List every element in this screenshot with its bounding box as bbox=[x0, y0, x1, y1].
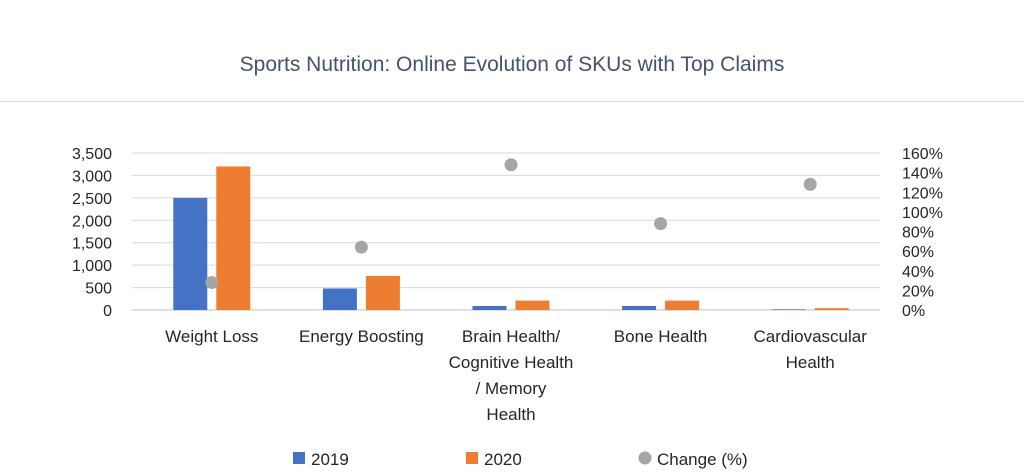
legend-label: 2019 bbox=[311, 450, 349, 469]
right-tick-label: 140% bbox=[902, 166, 943, 183]
bar-2020 bbox=[665, 300, 700, 310]
category-labels: Weight Loss Energy Boosting Brain Health/C… bbox=[165, 327, 867, 424]
bar-2020 bbox=[515, 300, 550, 310]
bar-2019 bbox=[771, 309, 806, 310]
change-point bbox=[803, 177, 817, 191]
left-tick-label: 1,000 bbox=[72, 258, 112, 275]
bar-2019 bbox=[322, 288, 357, 310]
right-tick-label: 80% bbox=[902, 225, 934, 242]
legend-swatch-change bbox=[638, 451, 652, 465]
change-point bbox=[504, 158, 518, 172]
right-tick-label: 20% bbox=[902, 283, 934, 300]
bar-2019 bbox=[173, 197, 208, 310]
legend-swatch-2020 bbox=[466, 452, 478, 464]
legend-label: 2020 bbox=[484, 450, 522, 469]
bar-2020 bbox=[814, 308, 849, 310]
left-tick-label: 2,000 bbox=[72, 213, 112, 230]
right-tick-label: 100% bbox=[902, 205, 943, 222]
left-tick-label: 0 bbox=[103, 303, 112, 320]
left-tick-label: 3,000 bbox=[72, 168, 112, 185]
gridlines bbox=[132, 152, 880, 311]
bar-2019 bbox=[622, 305, 657, 310]
chart-title: Sports Nutrition: Online Evolution of SK… bbox=[239, 53, 785, 76]
change-point bbox=[205, 276, 219, 290]
left-axis-ticks: 0 500 1,000 1,500 2,000 2,500 3,000 3,500 bbox=[72, 146, 112, 320]
right-tick-label: 60% bbox=[902, 244, 934, 261]
category-label: Energy Boosting bbox=[299, 327, 424, 346]
legend-label: Change (%) bbox=[657, 450, 748, 469]
left-tick-label: 500 bbox=[85, 281, 112, 298]
legend-swatch-2019 bbox=[293, 452, 305, 464]
left-tick-label: 1,500 bbox=[72, 236, 112, 253]
category-label: Brain Health/Cognitive Health / Memory Hea… bbox=[449, 327, 574, 424]
change-point bbox=[654, 217, 668, 231]
change-points bbox=[205, 158, 817, 290]
right-tick-label: 0% bbox=[902, 303, 925, 320]
category-label: Bone Health bbox=[614, 327, 708, 346]
category-label: Cardiovascular Health bbox=[754, 327, 868, 372]
bar-2020 bbox=[365, 275, 400, 310]
right-tick-label: 120% bbox=[902, 185, 943, 202]
change-point bbox=[354, 240, 368, 254]
right-tick-label: 40% bbox=[902, 264, 934, 281]
bar-2019 bbox=[472, 305, 507, 310]
bars bbox=[173, 166, 849, 310]
legend: 2019 2020 Change (%) bbox=[293, 450, 748, 469]
title-divider bbox=[0, 101, 1024, 102]
right-tick-label: 160% bbox=[902, 146, 943, 163]
category-label: Weight Loss bbox=[165, 327, 258, 346]
right-axis-ticks: 0% 20% 40% 60% 80% 100% 120% 140% 160% bbox=[902, 146, 943, 320]
bar-2020 bbox=[216, 166, 251, 310]
left-tick-label: 2,500 bbox=[72, 191, 112, 208]
left-tick-label: 3,500 bbox=[72, 146, 112, 163]
